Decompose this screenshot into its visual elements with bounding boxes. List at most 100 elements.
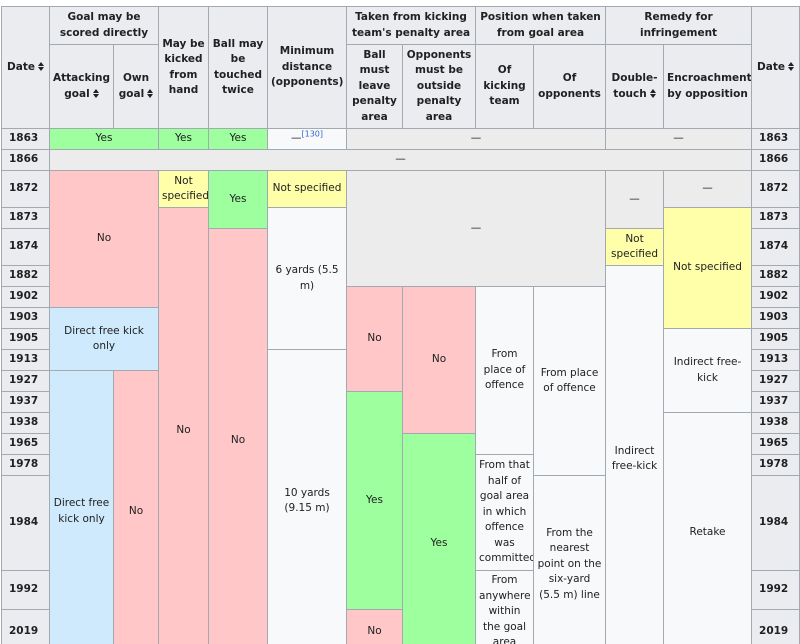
table-row: 1938 Retake 1938 (1, 412, 800, 644)
cell-text: 1984 (759, 516, 789, 529)
date-cell: 1866 (1, 149, 50, 171)
table-row: 1992 From anywhere within the goal area 19… (1, 569, 800, 644)
table-row: 1873 No 6 yards (5.5 m) Not specified 1873 (1, 207, 800, 644)
cell-text: Yes (366, 493, 383, 506)
cell-text: Yes (175, 132, 192, 145)
header-cell[interactable]: Date (751, 6, 800, 129)
rule-cell: No (401, 286, 477, 434)
cell-text: Remedy for infringement (639, 11, 718, 39)
header-cell: Ball may be touched twice (208, 6, 268, 129)
rule-cell: From place of offence (475, 286, 535, 455)
rule-cell: Direct free kick only (49, 370, 114, 644)
header-cell[interactable]: Double-touch (605, 44, 665, 129)
sort-icon[interactable] (649, 89, 656, 98)
header-cell: Minimum distance (opponents) (267, 6, 347, 129)
date-cell: 1882 (751, 265, 800, 287)
date-cell: 1874 (751, 228, 800, 266)
rule-cell: Yes (208, 128, 268, 150)
cell-text: Direct free kick only (64, 324, 144, 353)
cell-text: Direct free kick only (53, 497, 110, 525)
rule-cell: Yes (346, 390, 403, 611)
rule-cell: Direct free kick only (49, 307, 159, 371)
sort-icon[interactable] (787, 62, 794, 72)
date-cell: 1927 (751, 370, 800, 392)
cell-text: Double-touch (611, 72, 658, 100)
rule-cell: Indirect free-kick (663, 328, 753, 413)
date-cell: 1882 (1, 265, 50, 287)
table-row: 1866 — 1866 (1, 149, 800, 171)
cell-text: No (367, 332, 382, 345)
sort-icon[interactable] (37, 62, 44, 72)
cell-text: 1874 (759, 240, 789, 253)
cell-text: Yes (229, 192, 247, 205)
date-cell: 1938 (1, 412, 50, 434)
cell-text: 1873 (759, 211, 789, 224)
date-cell: 1927 (1, 370, 50, 392)
rule-cell: No (49, 170, 159, 308)
cell-text: — (470, 221, 482, 234)
rule-cell: Not specified (267, 170, 347, 208)
header-cell: Encroachment by opposition (663, 44, 753, 129)
date-cell: 2019 (751, 609, 800, 644)
cell-text: 1965 (9, 437, 39, 450)
rule-cell: Retake (663, 412, 753, 644)
cell-text: 2019 (9, 624, 39, 637)
cell-text: 1903 (759, 311, 789, 324)
rule-cell: — (345, 128, 607, 150)
cell-text: 1905 (759, 332, 789, 345)
header-cell: Opponents must be outside penalty area (401, 44, 477, 129)
cell-text: Opponents must be outside penalty area (406, 48, 472, 123)
sort-icon[interactable] (92, 89, 99, 98)
cell-text: 1965 (759, 437, 789, 450)
cell-text: Date (7, 60, 35, 73)
header-row: Attacking goal Own goal Ball must leave pe… (2, 44, 800, 129)
header-cell: Taken from kicking team's penalty area (345, 6, 477, 45)
table-row: 1874 No Not specified 1874 (1, 228, 800, 644)
rule-cell: Not specified (605, 228, 665, 266)
cell-text: 1872 (759, 182, 789, 195)
cell-text: 1863 (9, 132, 39, 145)
header-cell: Goal may be scored directly (49, 6, 159, 45)
cell-text: From that half of goal area in which off… (479, 459, 534, 565)
table-row: 1927 Direct free kick only No 1927 (1, 370, 800, 644)
date-cell: 1873 (751, 207, 800, 229)
cell-text: No (431, 353, 447, 366)
rule-cell: Yes (158, 128, 209, 150)
date-cell: 1992 (751, 569, 800, 611)
sort-icon[interactable] (147, 89, 154, 98)
header-cell[interactable]: Attacking goal (49, 44, 114, 129)
rule-cell: — (605, 128, 753, 150)
rule-cell: Not specified (158, 170, 209, 208)
date-cell: 1965 (751, 433, 800, 455)
date-cell: 1905 (1, 328, 50, 350)
cell-text: Ball must leave penalty area (352, 48, 397, 123)
cell-text: No (230, 434, 246, 446)
header-cell[interactable]: Date (1, 6, 50, 129)
cell-text: Not specified (611, 232, 659, 261)
cell-text: 1984 (9, 516, 39, 529)
date-cell: 1984 (1, 475, 50, 571)
cell-text: 1938 (759, 416, 789, 429)
header-cell: Of opponents (533, 44, 607, 129)
header-cell[interactable]: Own goal (113, 44, 159, 129)
rule-cell: No (208, 228, 268, 644)
table-row: 1965 Yes 1965 (1, 433, 800, 644)
rule-cell: From that half of goal area in which off… (475, 454, 535, 571)
cell-text: Attacking goal (53, 72, 111, 100)
rule-cell: Yes (49, 128, 159, 150)
date-cell: 1913 (1, 349, 50, 371)
footnote-link[interactable]: [130] (301, 129, 323, 139)
cell-text: 1992 (9, 583, 39, 596)
cell-text: 10 yards (9.15 m) (284, 486, 330, 515)
cell-text: 1866 (759, 153, 789, 166)
date-cell: 1937 (751, 391, 800, 413)
rule-cell: —[130] (267, 128, 347, 150)
table-row: 1978 From that half of goal area in which… (1, 454, 800, 571)
header-row: Date Goal may be scored directly May be ki… (1, 6, 800, 129)
date-cell: 1978 (1, 454, 50, 476)
date-cell: 1937 (1, 391, 50, 413)
table-row: 1937 Yes 1937 (1, 390, 800, 611)
cell-text: 1913 (759, 353, 789, 366)
cell-text: 1978 (759, 458, 789, 471)
cell-text: 1872 (9, 182, 39, 195)
